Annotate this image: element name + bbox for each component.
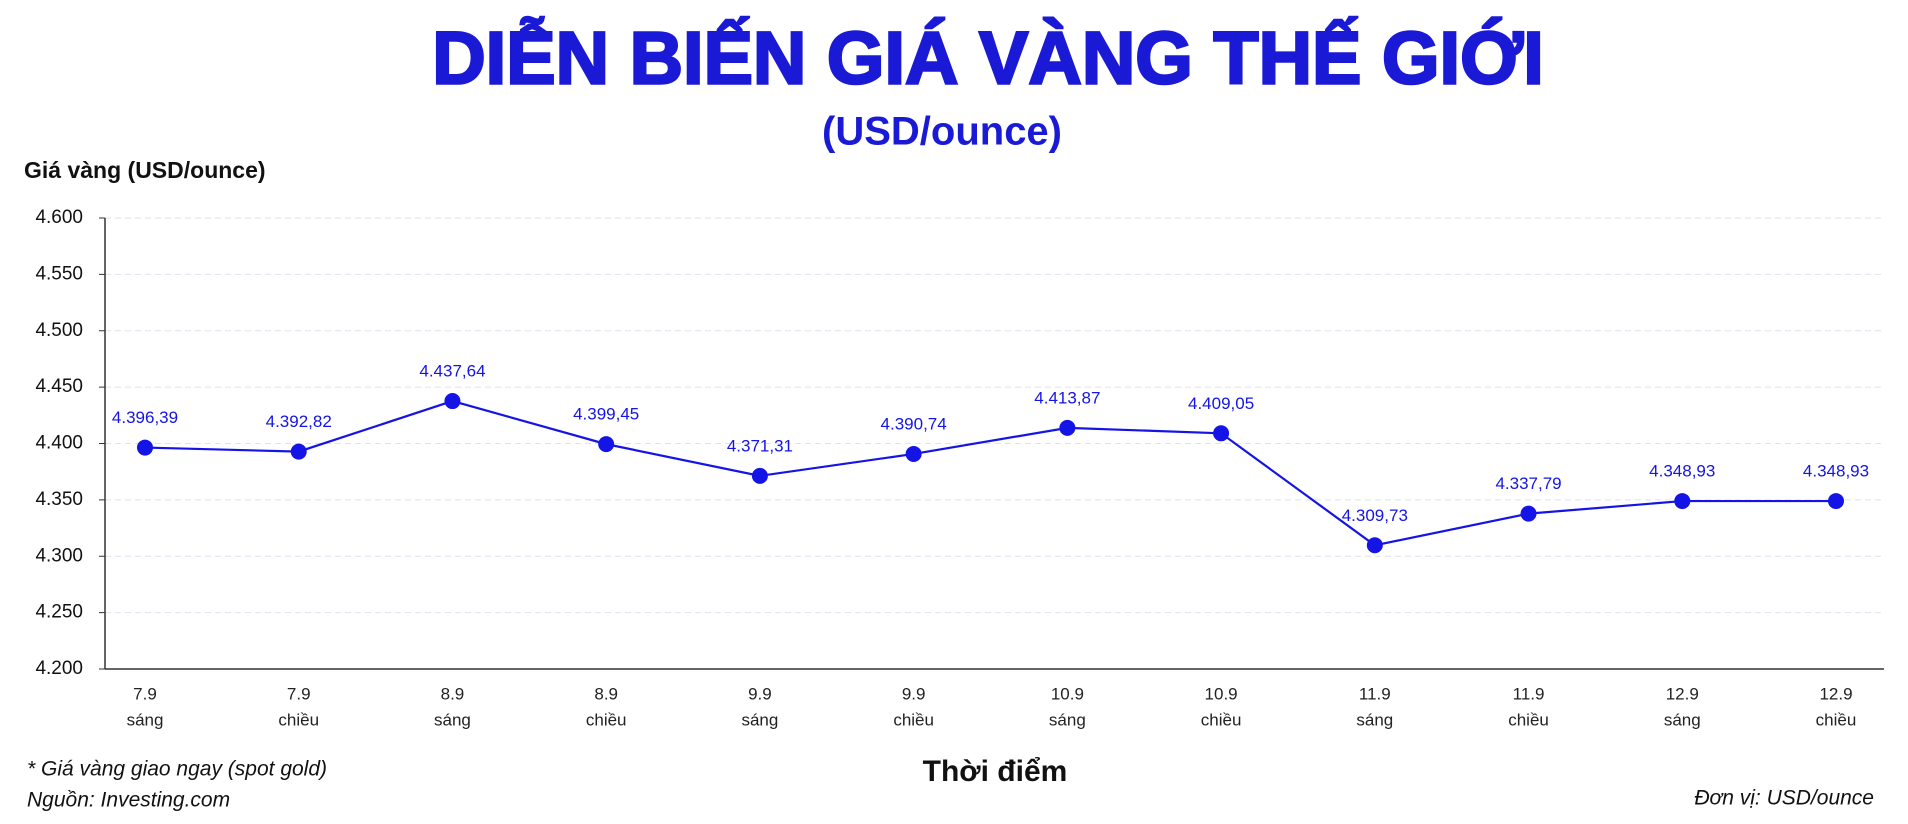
y-tick-label: 4.600 (35, 207, 83, 228)
unit-note: Đơn vị: USD/ounce (1694, 787, 1874, 810)
x-tick-label: 10.9 (1205, 684, 1238, 703)
point (1520, 505, 1537, 522)
value-label: 4.390,74 (881, 414, 947, 433)
x-tick-label: 8.9 (441, 684, 465, 703)
chart-subtitle: (USD/ounce) (822, 110, 1062, 154)
y-tick-label: 4.450 (35, 376, 83, 397)
x-tick-label: 10.9 (1051, 684, 1084, 703)
value-label: 4.337,79 (1495, 474, 1561, 493)
source: Nguồn: Investing.com (27, 789, 230, 812)
x-tick-label: 9.9 (748, 684, 772, 703)
x-tick-label: 12.9 (1819, 684, 1852, 703)
value-label: 4.309,73 (1342, 506, 1408, 525)
value-label: 4.392,82 (266, 412, 332, 431)
x-axis-label: Thời điểm (923, 755, 1068, 788)
x-tick-label: sáng (1049, 710, 1086, 729)
x-tick-label: sáng (434, 710, 471, 729)
y-axis-label: Giá vàng (USD/ounce) (24, 157, 266, 183)
line (144, 399, 1836, 547)
x-tick-label: 12.9 (1666, 684, 1699, 703)
x-tick-label: sáng (127, 710, 164, 729)
value-label: 4.396,39 (112, 408, 178, 427)
x-tick-label: sáng (1356, 710, 1393, 729)
x-tick-label: chiều (278, 710, 319, 729)
x-tick-label: 11.9 (1359, 684, 1391, 703)
point (751, 467, 768, 484)
value-label: 4.413,87 (1034, 388, 1100, 407)
point (905, 445, 922, 462)
x-tick-label: chiều (1508, 710, 1549, 729)
x-tick-label: chiều (586, 710, 627, 729)
value-label: 4.409,05 (1188, 394, 1254, 413)
x-tick-label: chiều (893, 710, 934, 729)
point (1059, 419, 1076, 436)
point (1828, 493, 1844, 510)
point (290, 443, 307, 460)
y-tick-label: 4.550 (35, 263, 83, 284)
x-tick-label: 7.9 (133, 684, 157, 703)
x-tick-label: sáng (1664, 710, 1701, 729)
value-label: 4.348,93 (1803, 462, 1869, 481)
point (1366, 537, 1383, 554)
y-tick-label: 4.250 (35, 602, 83, 623)
value-label: 4.437,64 (419, 362, 485, 381)
y-tick-label: 4.300 (35, 545, 83, 566)
value-label: 4.399,45 (573, 405, 639, 424)
x-tick-label: chiều (1201, 710, 1242, 729)
x-tick-label: 7.9 (287, 684, 311, 703)
value-label: 4.371,31 (727, 436, 793, 455)
x-tick-label: 8.9 (594, 684, 618, 703)
note: * Giá vàng giao ngay (spot gold) (27, 758, 327, 781)
x-tick-label: 11.9 (1513, 684, 1545, 703)
point (1674, 493, 1691, 510)
y-tick-label: 4.500 (35, 320, 83, 341)
y-tick-label: 4.400 (35, 433, 83, 454)
x-tick-label: sáng (741, 710, 778, 729)
y-tick-label: 4.200 (35, 658, 83, 679)
chart-title: DIỄN BIẾN GIÁ VÀNG THẾ GIỚI (432, 17, 1544, 100)
y-tick-label: 4.350 (35, 489, 83, 510)
value-label: 4.348,93 (1649, 462, 1715, 481)
point (444, 393, 461, 410)
x-tick-label: chiều (1816, 710, 1857, 729)
point (598, 436, 615, 453)
point (1213, 425, 1230, 442)
point (137, 439, 153, 456)
x-tick-label: 9.9 (902, 684, 926, 703)
